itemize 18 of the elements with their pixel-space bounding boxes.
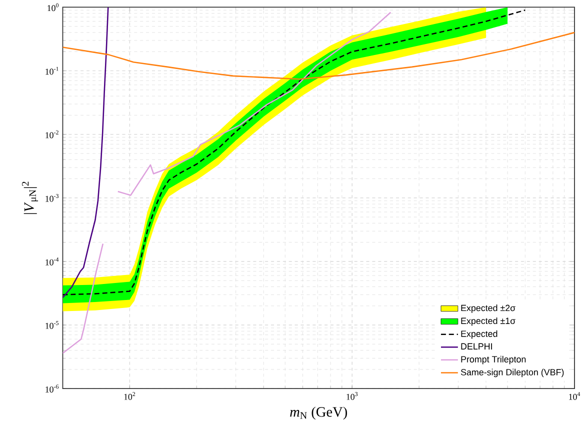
x-tick-label: 10$^{3}$ bbox=[346, 392, 358, 400]
legend-label: Expected ±1σ bbox=[461, 317, 516, 326]
legend-label: Prompt Trilepton bbox=[461, 356, 526, 364]
x-tick-label: 10$^{4}$ bbox=[569, 392, 580, 400]
x-axis-title: m$_{N}$ (GeV) bbox=[290, 406, 347, 420]
legend-label: DELPHI bbox=[461, 343, 492, 350]
y-tick-label: 10$^{-3}$ bbox=[46, 194, 59, 202]
legend-label: Same-sign Dilepton (VBF) bbox=[460, 368, 564, 377]
y-tick-label: 10$^{-5}$ bbox=[46, 320, 59, 329]
legend-label: Expected ±2σ bbox=[461, 304, 516, 313]
y-axis-title: |V$_{μN}$|$^{2}$ bbox=[22, 182, 38, 214]
y-tick-label: 10$^{-2}$ bbox=[46, 130, 58, 138]
y-tick-label: 10$^{-6}$ bbox=[46, 384, 59, 392]
legend-label: Expected bbox=[461, 330, 498, 339]
y-tick-label: 10$^{-4}$ bbox=[46, 257, 59, 266]
y-tick-label: 10$^{-1}$ bbox=[46, 66, 58, 75]
y-tick-label: 10$^{0}$ bbox=[48, 3, 59, 11]
x-tick-label: 10$^{2}$ bbox=[124, 392, 136, 400]
